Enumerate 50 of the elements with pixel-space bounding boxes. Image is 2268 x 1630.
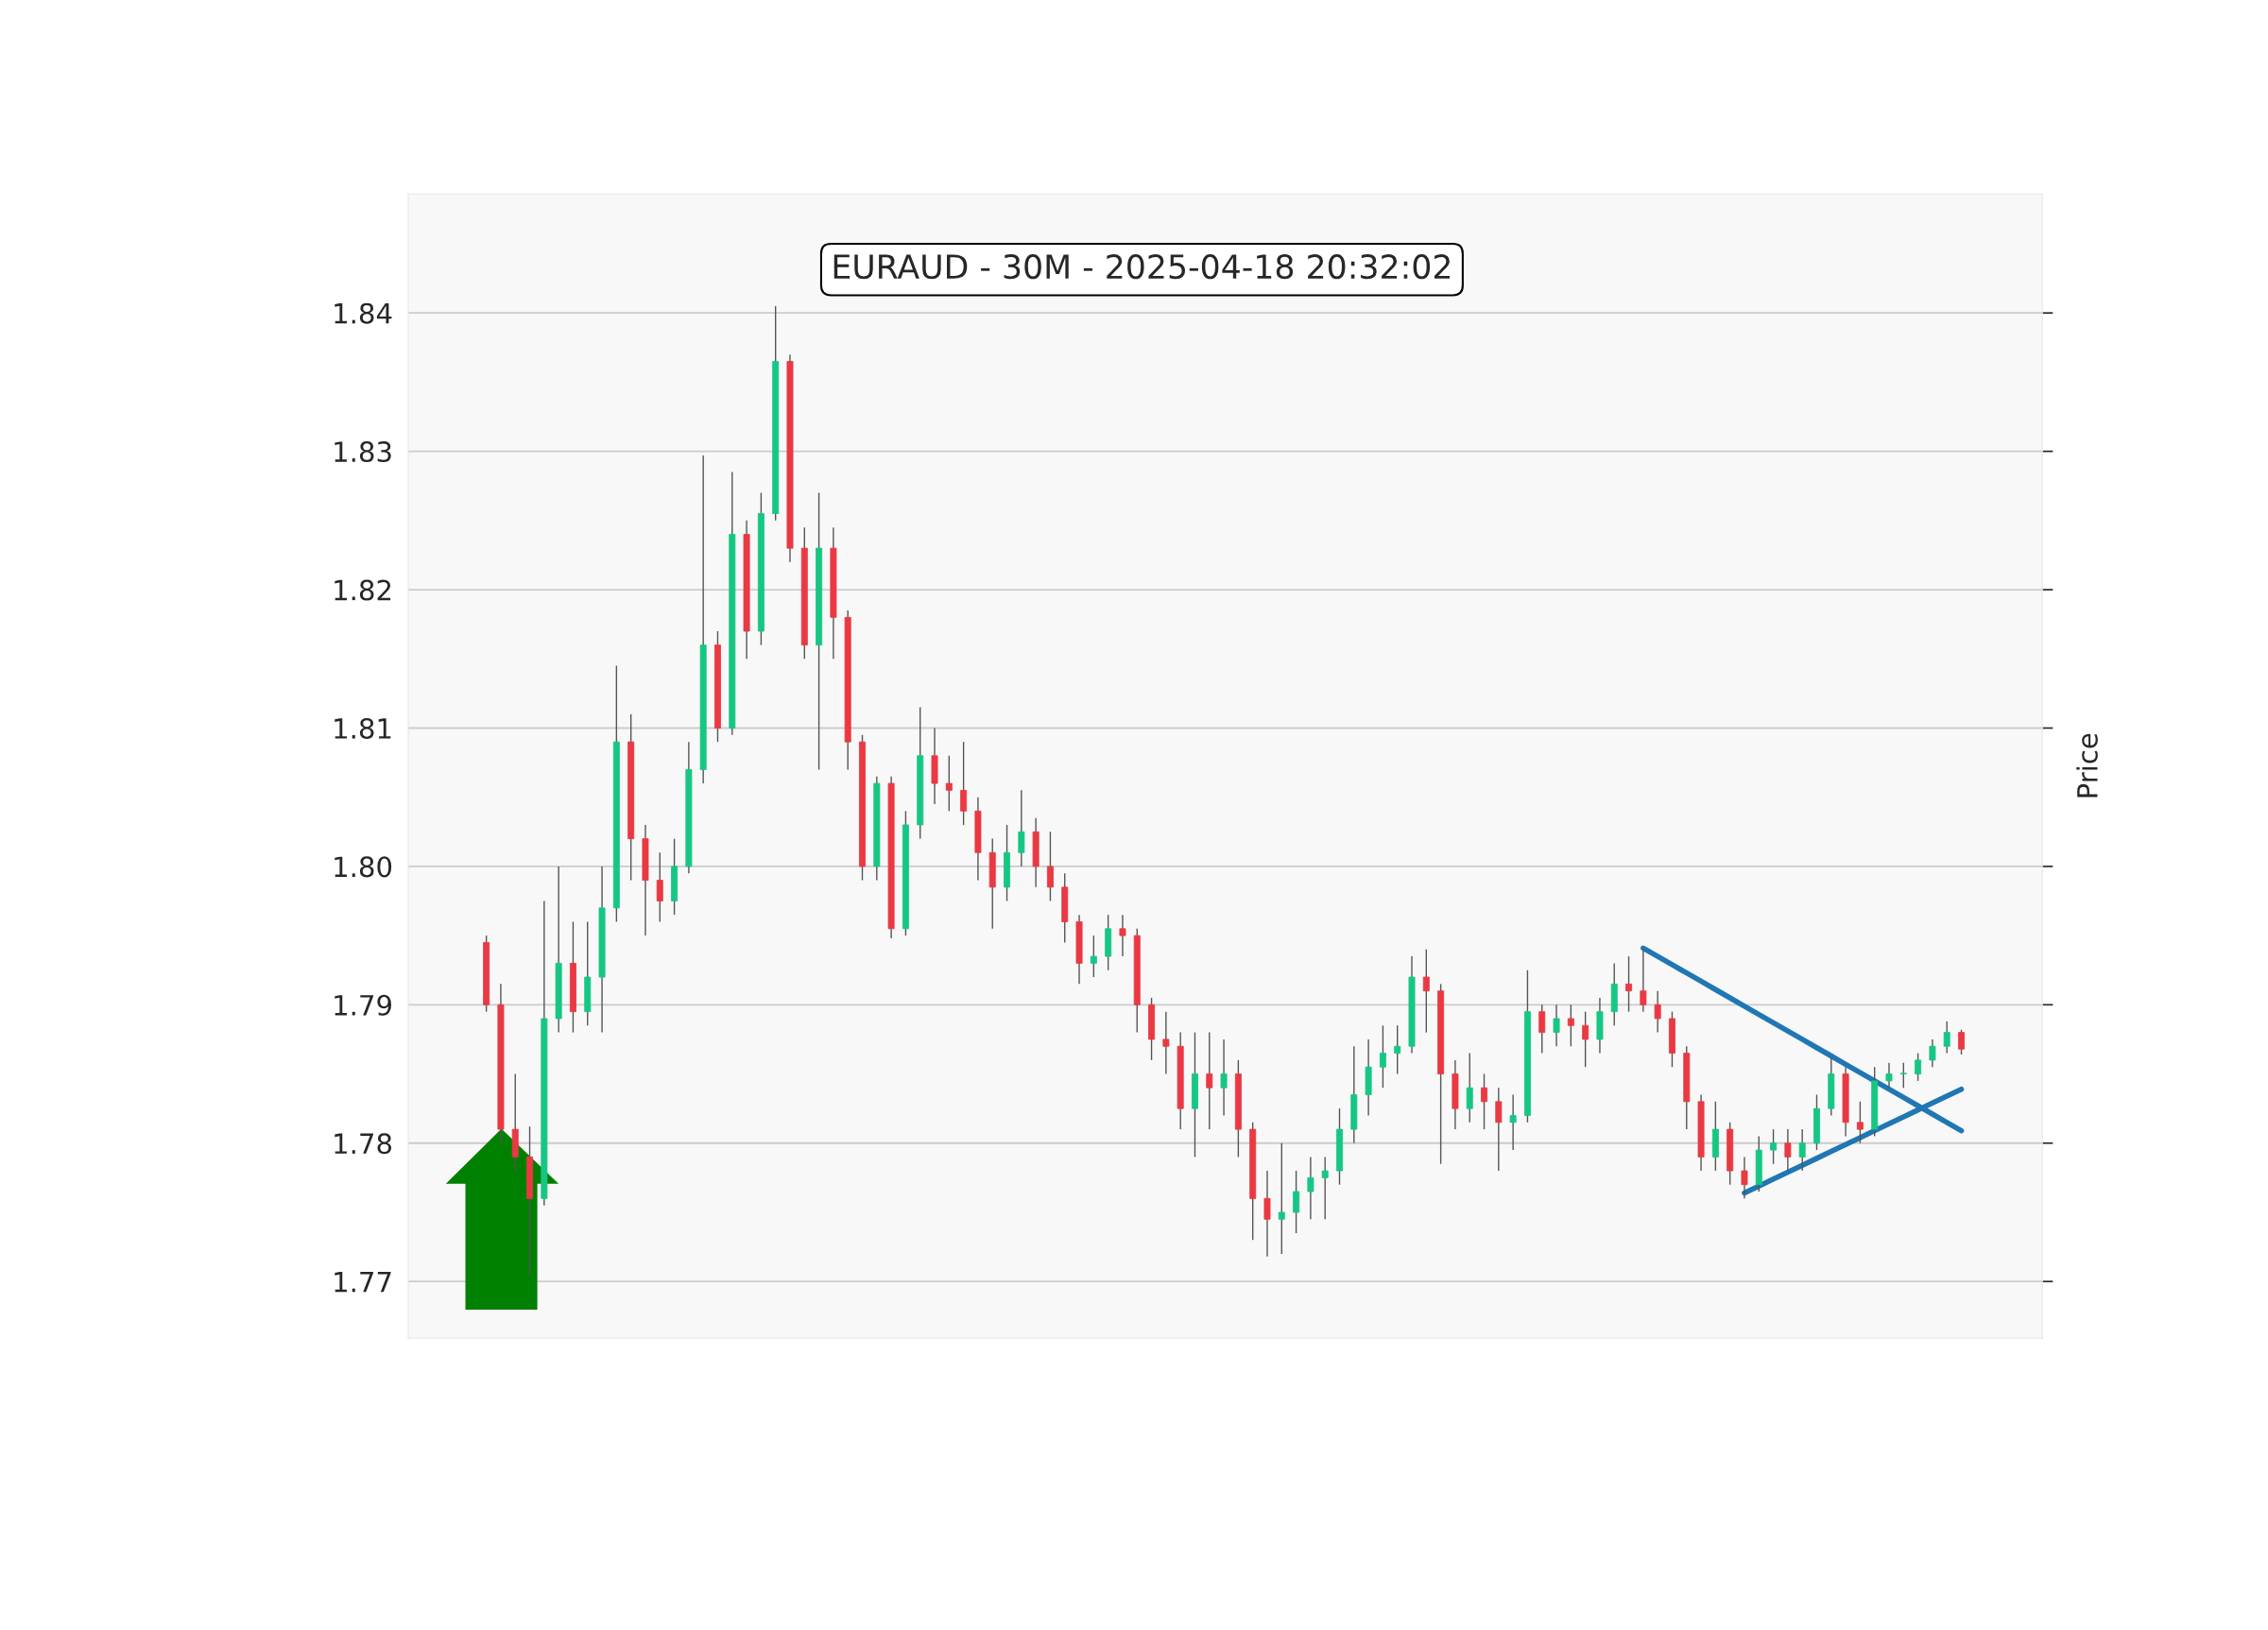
- candlestick: [1915, 1052, 1922, 1082]
- candlestick: [1509, 1093, 1517, 1151]
- text: EURAUD - 30M - 2025-04-18 20:32:02: [833, 254, 1450, 280]
- candlestick: [1798, 1128, 1806, 1172]
- candlestick: [1640, 949, 1647, 1013]
- candlestick: [1943, 1021, 1950, 1055]
- candlestick: [1784, 1128, 1792, 1172]
- candlestick: [1625, 955, 1633, 1013]
- candlestick: [1538, 1004, 1546, 1055]
- candlestick: [1567, 1004, 1574, 1047]
- candlestick: [1307, 1156, 1314, 1220]
- candlestick: [1770, 1128, 1778, 1165]
- candlestick: [656, 851, 663, 923]
- candlestick: [1958, 1028, 1965, 1055]
- candlestick: [1899, 1062, 1907, 1089]
- candlestick: [1162, 1010, 1170, 1075]
- y-tick-label: 1.77: [335, 1272, 391, 1293]
- candlestick: [1885, 1062, 1893, 1089]
- candlestick: [1741, 1156, 1748, 1200]
- candlestick: [960, 741, 968, 826]
- candlestick: [1856, 1101, 1864, 1144]
- candlestick: [1018, 789, 1025, 867]
- y-tick-label: 1.84: [335, 302, 392, 324]
- candlestick: [1422, 949, 1430, 1034]
- y-tick-label: 1.83: [335, 441, 391, 463]
- candlestick: [1654, 989, 1661, 1034]
- candlestick: [1466, 1052, 1473, 1124]
- y-tick-label: 1.78: [335, 1133, 392, 1155]
- y-tick-label: 1.82: [335, 579, 391, 601]
- candlestick: [1220, 1038, 1228, 1117]
- y-axis-title: Price: [2076, 733, 2098, 798]
- candlestick: [1379, 1024, 1386, 1089]
- candlestick: [1293, 1170, 1300, 1234]
- candlestick: [1394, 1024, 1401, 1075]
- candlestick: [1206, 1031, 1213, 1130]
- candlestick: [1495, 1087, 1503, 1172]
- candlestick: [1553, 1004, 1560, 1047]
- candlestick: [1481, 1072, 1487, 1130]
- candlestick: [1263, 1170, 1271, 1258]
- candlestick: [1321, 1156, 1329, 1220]
- y-tick-label: 1.79: [335, 994, 391, 1016]
- candlestick: [1929, 1038, 1936, 1068]
- candlestick: [945, 755, 953, 813]
- y-tick-label: 1.80: [335, 856, 392, 878]
- y-tick-label: 1.81: [335, 717, 391, 739]
- candlestick: [1582, 1010, 1589, 1068]
- candlestick: [1119, 914, 1126, 957]
- candlestick: [1046, 831, 1054, 902]
- candlestick: [1090, 935, 1097, 978]
- candlestick: [1278, 1142, 1285, 1255]
